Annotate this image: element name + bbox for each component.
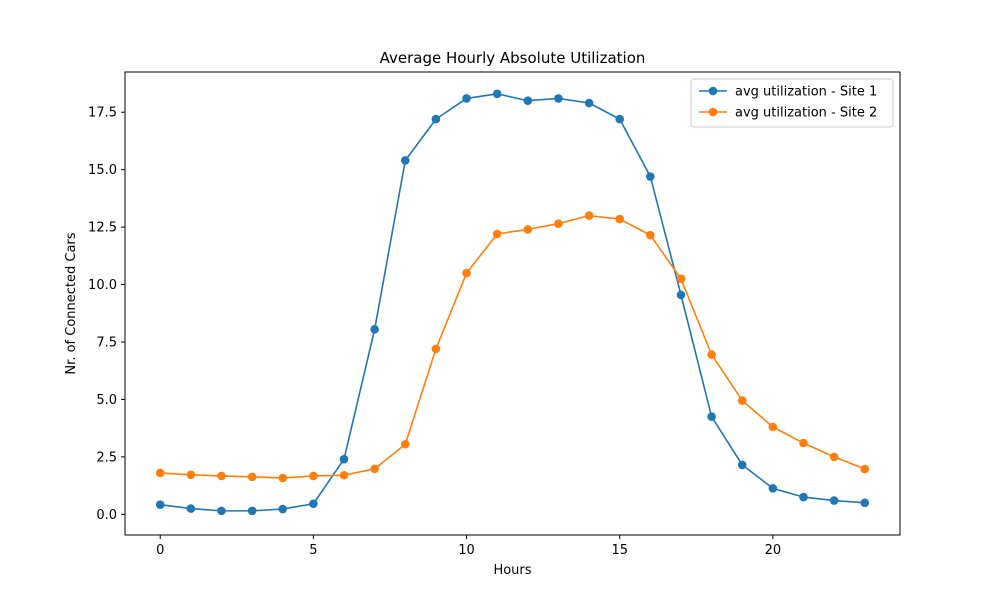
y-tick-label: 12.5 bbox=[88, 221, 117, 236]
axes-frame bbox=[124, 71, 901, 536]
data-point bbox=[554, 219, 563, 228]
data-point bbox=[339, 470, 349, 480]
data-point bbox=[584, 211, 594, 220]
series-1 bbox=[155, 89, 870, 516]
x-axis-label: Hours bbox=[493, 563, 531, 578]
data-point bbox=[768, 422, 778, 432]
y-tick-label: 5.0 bbox=[96, 393, 117, 408]
series-line bbox=[160, 93, 865, 512]
data-point bbox=[829, 496, 839, 505]
y-axis-label: Nr. of Connected Cars bbox=[64, 232, 79, 374]
data-point bbox=[707, 412, 716, 421]
data-point bbox=[339, 454, 349, 464]
data-point bbox=[829, 452, 839, 462]
data-point bbox=[554, 94, 563, 103]
data-point bbox=[370, 464, 379, 474]
data-point bbox=[737, 396, 747, 405]
legend-label: avg utilization - Site 2 bbox=[735, 106, 877, 121]
data-point bbox=[646, 230, 655, 240]
data-point bbox=[768, 484, 778, 493]
data-point bbox=[860, 498, 870, 508]
x-tick-label: 5 bbox=[309, 543, 317, 558]
data-point bbox=[492, 229, 502, 239]
data-point bbox=[217, 506, 226, 516]
data-point bbox=[370, 325, 379, 334]
data-point bbox=[492, 89, 502, 99]
legend: avg utilization - Site 1 avg utilization … bbox=[690, 78, 894, 128]
data-point bbox=[584, 98, 594, 108]
data-point bbox=[799, 438, 808, 448]
data-point bbox=[217, 471, 226, 481]
data-point bbox=[278, 504, 288, 514]
data-point bbox=[523, 96, 533, 106]
data-point bbox=[186, 470, 196, 480]
data-point bbox=[278, 473, 288, 483]
data-point bbox=[247, 506, 257, 516]
data-point bbox=[676, 274, 686, 284]
x-tick-label: 15 bbox=[611, 543, 628, 558]
plot-area: 0 5 10 15 20 0.0 2.5 5.0 7.5 10.0 12.5 15.0 17.5 bbox=[88, 71, 901, 558]
data-point bbox=[400, 439, 410, 449]
legend-item: avg utilization - Site 2 bbox=[699, 106, 877, 121]
series-line bbox=[160, 214, 866, 479]
y-tick-label: 2.5 bbox=[96, 450, 117, 465]
y-tick-label: 10.0 bbox=[88, 278, 117, 293]
data-point bbox=[431, 114, 441, 124]
chart-title: Average Hourly Absolute Utilization bbox=[380, 49, 646, 67]
legend-item: avg utilization - Site 1 bbox=[699, 85, 877, 100]
legend-marker bbox=[708, 107, 718, 117]
data-point bbox=[155, 468, 165, 478]
y-tick-label: 15.0 bbox=[88, 163, 117, 178]
data-point bbox=[462, 268, 471, 278]
legend-box bbox=[690, 78, 894, 128]
data-point bbox=[462, 94, 471, 103]
y-tick-label: 7.5 bbox=[96, 335, 117, 350]
data-point bbox=[737, 460, 747, 470]
data-point bbox=[615, 214, 625, 224]
data-point bbox=[247, 472, 257, 482]
legend-marker bbox=[708, 86, 718, 96]
data-point bbox=[615, 114, 625, 124]
data-point bbox=[707, 350, 716, 359]
data-point bbox=[309, 499, 318, 509]
y-tick-label: 17.5 bbox=[88, 106, 117, 121]
data-point bbox=[309, 471, 318, 481]
y-tick-label: 0.0 bbox=[96, 508, 117, 523]
x-tick-label: 20 bbox=[765, 543, 782, 558]
data-point bbox=[400, 156, 410, 165]
data-point bbox=[186, 504, 196, 513]
data-point bbox=[523, 225, 533, 234]
data-point bbox=[860, 464, 870, 474]
data-point bbox=[799, 492, 808, 502]
x-tick-label: 10 bbox=[458, 543, 475, 558]
data-point bbox=[676, 290, 686, 300]
x-tick-label: 0 bbox=[156, 543, 164, 558]
data-point bbox=[431, 344, 441, 354]
legend-label: avg utilization - Site 1 bbox=[735, 85, 877, 100]
data-point bbox=[155, 500, 165, 509]
data-point bbox=[646, 172, 655, 181]
series-2 bbox=[155, 211, 870, 483]
